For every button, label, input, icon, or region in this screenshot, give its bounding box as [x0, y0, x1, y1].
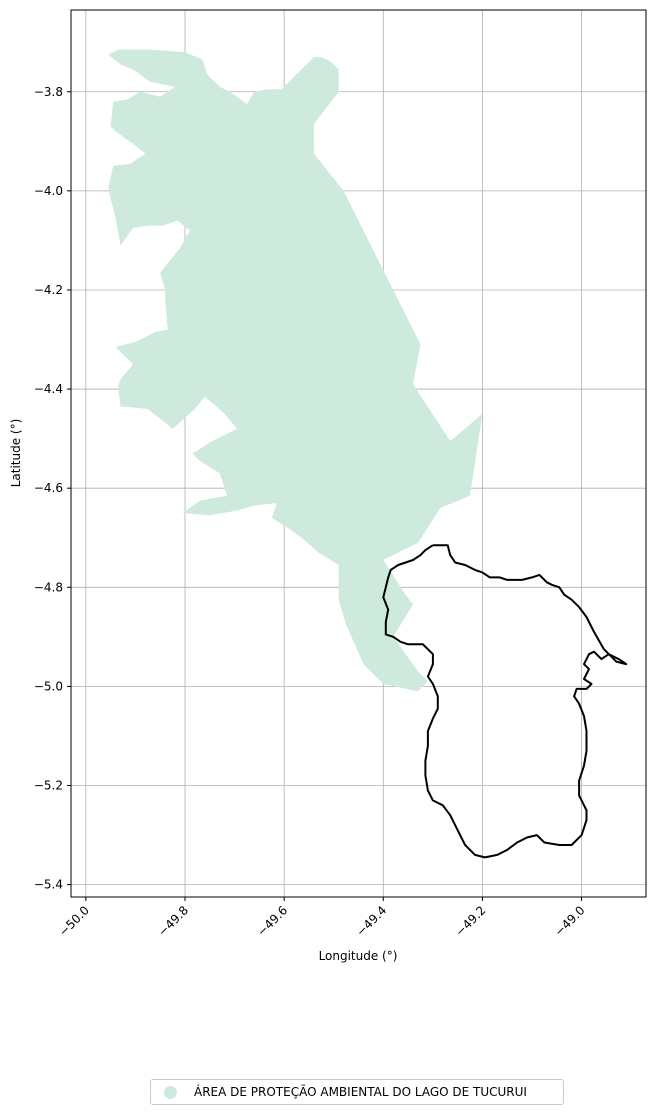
x-tick-label: −49.8 [155, 903, 191, 939]
legend-label: ÁREA DE PROTEÇÃO AMBIENTAL DO LAGO DE TU… [194, 1085, 527, 1099]
x-tick-label: −49.6 [254, 903, 290, 939]
x-tick-label: −49.2 [453, 903, 489, 939]
y-tick-label: −5.2 [34, 779, 63, 793]
y-axis-title: Latitude (°) [9, 419, 23, 488]
y-tick-label: −5.0 [34, 679, 63, 693]
x-axis-title: Longitude (°) [319, 949, 398, 963]
y-tick-label: −4.6 [34, 481, 63, 495]
y-tick-label: −4.0 [34, 184, 63, 198]
grid-lines [71, 10, 646, 897]
y-tick-label: −3.8 [34, 85, 63, 99]
axes-frame [70, 9, 647, 898]
protected-area-polygon [108, 49, 483, 692]
y-tick-label: −4.2 [34, 283, 63, 297]
x-tick-label: −49.0 [552, 903, 588, 939]
y-tick-label: −5.4 [34, 878, 63, 892]
legend: ÁREA DE PROTEÇÃO AMBIENTAL DO LAGO DE TU… [150, 1079, 564, 1105]
y-tick-label: −4.8 [34, 580, 63, 594]
legend-marker-icon [164, 1085, 177, 1099]
x-tick-label: −50.0 [56, 903, 92, 939]
x-tick-label: −49.4 [353, 903, 389, 939]
map-layers [108, 49, 628, 859]
y-tick-label: −4.4 [34, 382, 63, 396]
municipality-boundary-outline [382, 544, 628, 859]
